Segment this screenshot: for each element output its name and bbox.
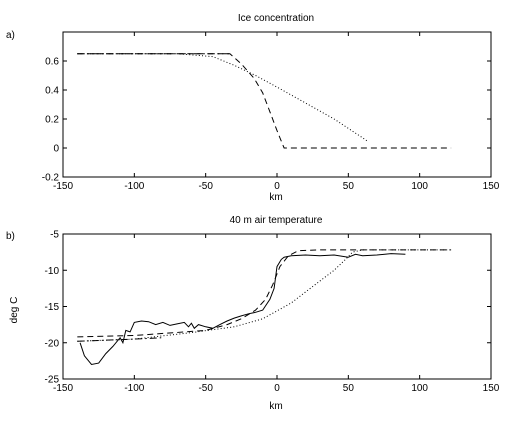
panel-b-ytick-label: -25: [45, 375, 60, 386]
panel-b-series-dashdot: [77, 337, 163, 342]
panel-b-series-solid: [79, 253, 406, 366]
panel-b-xtick-label: -100: [124, 383, 144, 394]
panel-a-series-dashed: [77, 53, 452, 149]
panel-b-ytick-label: -15: [45, 302, 60, 313]
panel-b-plot-area: -150 -100 -50 0 50 100 150 -25 -20 -15 -10 -5: [45, 230, 500, 395]
panel-a-xtick-label: 150: [483, 181, 500, 192]
panel-b: b) 40 m air temperature km deg C -150 -10…: [6, 215, 500, 412]
panel-b-series-dotted: [77, 249, 452, 342]
panel-b-ylabel: deg C: [9, 297, 20, 324]
panel-a-xtick-label: -100: [124, 181, 144, 192]
panel-b-xtick-label: 50: [343, 383, 355, 394]
panel-a-ytick-label: -0.2: [42, 173, 60, 184]
panel-b-ytick-label: -5: [50, 230, 59, 241]
panel-b-xtick-label: 0: [274, 383, 280, 394]
panel-b-xtick-label: -50: [198, 383, 213, 394]
panel-b-axes-box: [62, 233, 492, 380]
panel-a: a) Ice concentration km -150 -100 -50 0 50 10…: [6, 13, 500, 203]
panel-a-xtick-label: -150: [53, 181, 73, 192]
panel-a-xlabel: km: [269, 192, 282, 203]
panel-b-title: 40 m air temperature: [230, 215, 323, 226]
panel-a-ytick-label: 0.6: [45, 57, 59, 68]
panel-a-series-dotted: [77, 53, 368, 142]
panel-a-ytick-label: 0: [53, 144, 59, 155]
panel-b-xtick-label: -150: [53, 383, 73, 394]
panel-a-ytick-label: 0.4: [45, 86, 59, 97]
panel-a-xtick-label: -50: [198, 181, 213, 192]
panel-b-ytick-label: -20: [45, 338, 60, 349]
panel-b-xtick-label: 150: [483, 383, 500, 394]
panel-b-series-dashed: [77, 249, 452, 338]
panel-a-xtick-label: 100: [411, 181, 428, 192]
panel-b-xlabel: km: [269, 401, 282, 412]
panel-b-ytick-label: -10: [45, 266, 60, 277]
panel-a-xtick-label: 50: [343, 181, 355, 192]
panel-b-label: b): [6, 231, 15, 242]
panel-a-label: a): [6, 30, 15, 41]
panel-a-ytick-label: 0.2: [45, 115, 59, 126]
panel-b-xtick-label: 100: [411, 383, 428, 394]
panel-a-xtick-label: 0: [274, 181, 280, 192]
panel-a-plot-area: -150 -100 -50 0 50 100 150 -0.2 0 0.2 0.4 0.6: [42, 31, 500, 192]
panel-a-title: Ice concentration: [238, 13, 314, 24]
